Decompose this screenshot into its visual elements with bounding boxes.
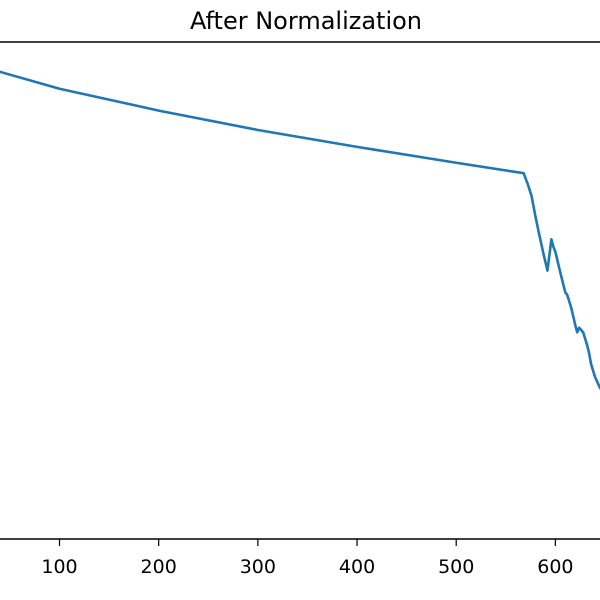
x-tick-label: 500 xyxy=(438,556,474,578)
x-tick-label: 300 xyxy=(240,556,276,578)
x-tick-label: 400 xyxy=(339,556,375,578)
x-tick-label: 200 xyxy=(141,556,177,578)
x-axis-ticks: 100 200 300 400 500 600 xyxy=(41,539,574,578)
series-layer xyxy=(0,70,600,390)
series-line-0 xyxy=(0,70,600,390)
x-tick-label: 600 xyxy=(537,556,573,578)
chart-title: After Normalization xyxy=(190,7,422,35)
x-tick-label: 100 xyxy=(41,556,77,578)
